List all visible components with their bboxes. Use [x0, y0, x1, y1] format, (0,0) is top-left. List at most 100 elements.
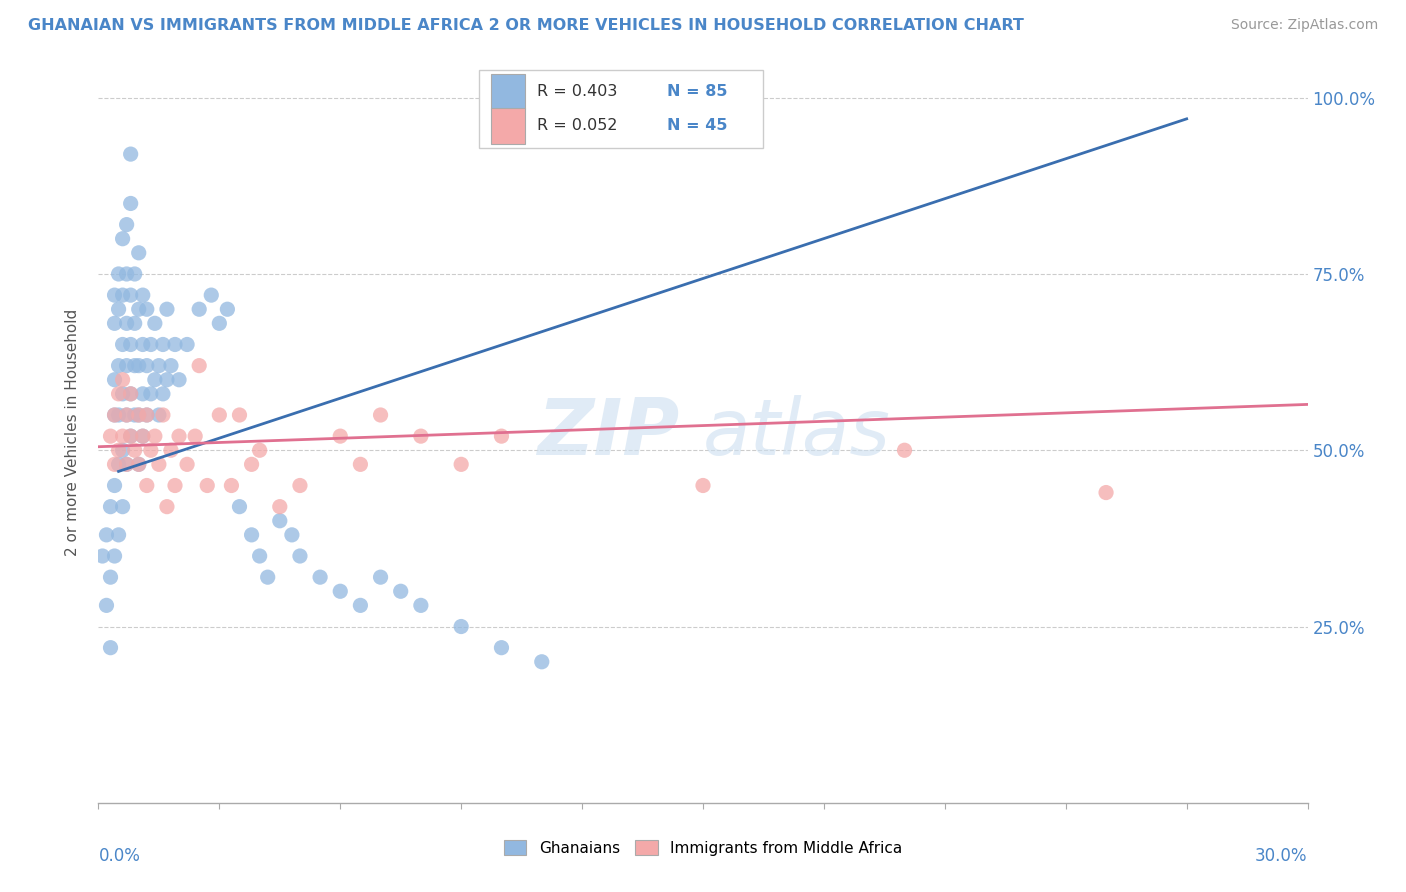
FancyBboxPatch shape — [479, 70, 763, 147]
Point — [450, 458, 472, 472]
Point — [389, 584, 412, 599]
Point — [124, 408, 146, 422]
Point — [450, 619, 472, 633]
Point — [128, 359, 150, 373]
Point — [120, 337, 142, 351]
Point — [491, 640, 513, 655]
Point — [188, 302, 211, 317]
Point — [139, 443, 162, 458]
Point — [409, 599, 432, 613]
Point — [111, 288, 134, 302]
Point — [163, 478, 186, 492]
Point — [96, 528, 118, 542]
Text: Source: ZipAtlas.com: Source: ZipAtlas.com — [1230, 18, 1378, 32]
Point — [228, 500, 250, 514]
Point — [135, 408, 157, 422]
Point — [107, 408, 129, 422]
Point — [135, 359, 157, 373]
Point — [281, 528, 304, 542]
Point — [135, 478, 157, 492]
Point — [107, 528, 129, 542]
Point — [132, 288, 155, 302]
Point — [208, 316, 231, 330]
Point — [152, 387, 174, 401]
Point — [143, 373, 166, 387]
Point — [111, 429, 134, 443]
FancyBboxPatch shape — [492, 108, 526, 144]
Point — [188, 359, 211, 373]
Point — [132, 429, 155, 443]
Point — [120, 288, 142, 302]
Point — [100, 500, 122, 514]
Point — [176, 458, 198, 472]
Point — [103, 316, 125, 330]
Point — [160, 359, 183, 373]
Point — [240, 528, 263, 542]
Point — [91, 549, 114, 563]
Point — [115, 408, 138, 422]
Text: GHANAIAN VS IMMIGRANTS FROM MIDDLE AFRICA 2 OR MORE VEHICLES IN HOUSEHOLD CORREL: GHANAIAN VS IMMIGRANTS FROM MIDDLE AFRIC… — [28, 18, 1024, 33]
Point — [269, 500, 291, 514]
Legend: Ghanaians, Immigrants from Middle Africa: Ghanaians, Immigrants from Middle Africa — [498, 834, 908, 862]
Point — [107, 387, 129, 401]
Text: N = 85: N = 85 — [666, 84, 727, 99]
Point — [156, 500, 179, 514]
Point — [107, 302, 129, 317]
Point — [249, 549, 271, 563]
Point — [111, 337, 134, 351]
Point — [115, 267, 138, 281]
Text: ZIP: ZIP — [537, 394, 679, 471]
Point — [107, 458, 129, 472]
Point — [249, 443, 271, 458]
Point — [124, 443, 146, 458]
Point — [115, 408, 138, 422]
Point — [103, 458, 125, 472]
Point — [107, 443, 129, 458]
Point — [195, 478, 218, 492]
Point — [692, 478, 714, 492]
Point — [530, 655, 553, 669]
Text: R = 0.403: R = 0.403 — [537, 84, 617, 99]
FancyBboxPatch shape — [492, 74, 526, 110]
Point — [217, 302, 239, 317]
Point — [143, 316, 166, 330]
Point — [152, 408, 174, 422]
Point — [124, 359, 146, 373]
Point — [103, 549, 125, 563]
Point — [128, 245, 150, 260]
Point — [143, 429, 166, 443]
Point — [167, 373, 190, 387]
Point — [128, 302, 150, 317]
Point — [221, 478, 243, 492]
Point — [115, 359, 138, 373]
Point — [1095, 485, 1118, 500]
Point — [100, 570, 122, 584]
Point — [309, 570, 332, 584]
Point — [370, 570, 392, 584]
Point — [128, 458, 150, 472]
Point — [240, 458, 263, 472]
Point — [120, 387, 142, 401]
Point — [111, 500, 134, 514]
Point — [288, 478, 311, 492]
Point — [100, 640, 122, 655]
Point — [288, 549, 311, 563]
Point — [107, 359, 129, 373]
Text: atlas: atlas — [703, 394, 891, 471]
Point — [370, 408, 392, 422]
Point — [409, 429, 432, 443]
Point — [269, 514, 291, 528]
Point — [111, 387, 134, 401]
Point — [148, 359, 170, 373]
Point — [228, 408, 250, 422]
Point — [135, 302, 157, 317]
Point — [148, 408, 170, 422]
Point — [176, 337, 198, 351]
Point — [128, 408, 150, 422]
Text: 0.0%: 0.0% — [98, 847, 141, 865]
Point — [96, 599, 118, 613]
Point — [111, 443, 134, 458]
Y-axis label: 2 or more Vehicles in Household: 2 or more Vehicles in Household — [65, 309, 80, 557]
Point — [103, 288, 125, 302]
Point — [132, 429, 155, 443]
